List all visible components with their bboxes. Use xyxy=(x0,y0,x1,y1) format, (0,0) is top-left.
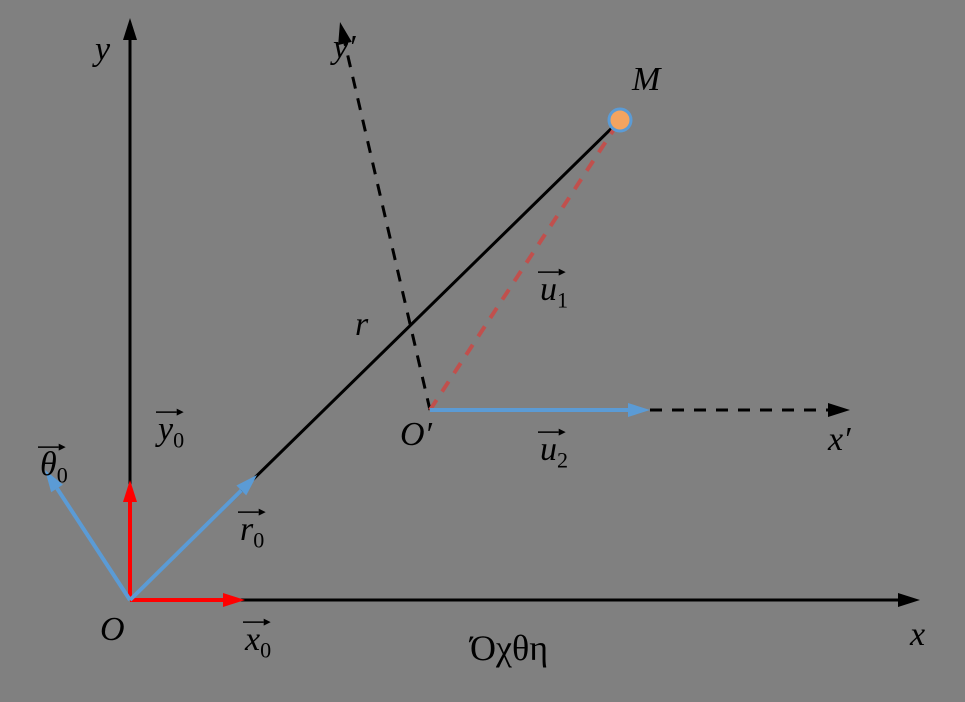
label-x-prime: x′ xyxy=(827,421,851,458)
label-footer: Όχθη xyxy=(468,628,548,668)
label-r: r xyxy=(355,306,369,343)
label-M: M xyxy=(631,61,662,98)
canvas-bg xyxy=(0,0,965,702)
label-O: O xyxy=(100,611,125,648)
label-y: y xyxy=(92,31,111,68)
label-y-prime: y′ xyxy=(330,29,356,66)
label-x: x xyxy=(909,616,925,653)
label-O-prime: O′ xyxy=(400,416,433,453)
point-m xyxy=(609,109,631,131)
